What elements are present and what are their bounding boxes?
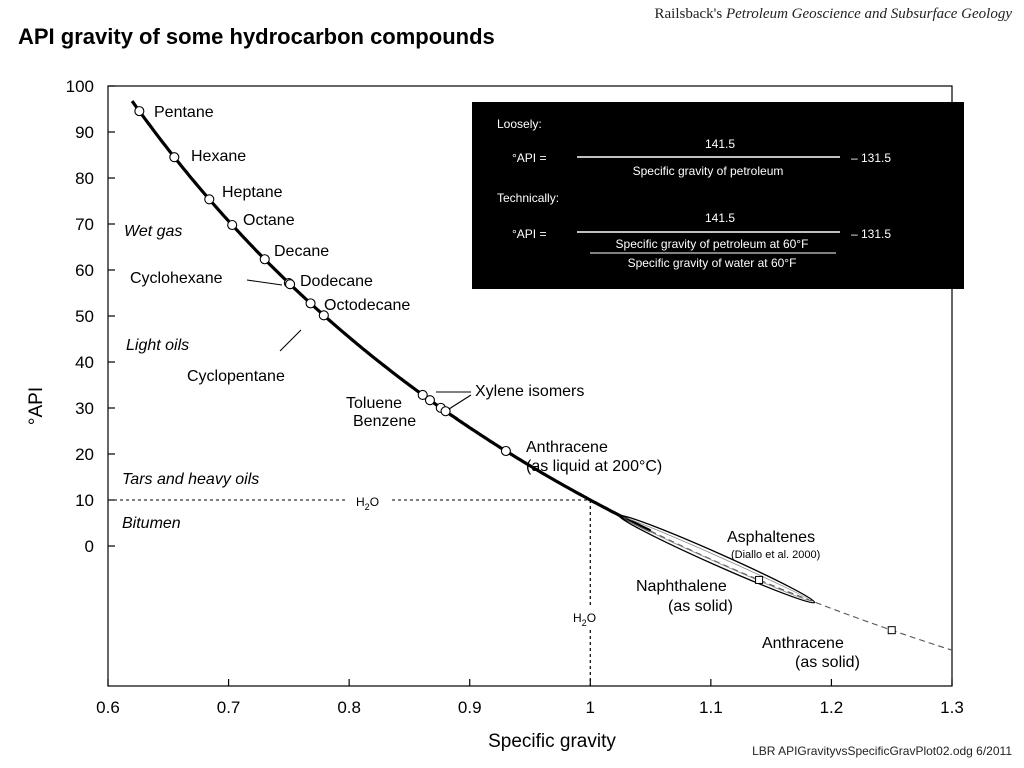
x-tick-label: 1.3 [940, 698, 964, 717]
h2o-vertical-label: H2O [573, 611, 596, 628]
label-octodecane: Octodecane [324, 297, 410, 314]
x-tick-label: 0.9 [458, 698, 482, 717]
label-benzene: Benzene [353, 413, 416, 430]
region-wet-gas: Wet gas [124, 223, 182, 240]
formula-box-bg [472, 102, 964, 289]
compound-marker [169, 152, 180, 163]
compound-labels [134, 106, 896, 635]
x-tick-label: 0.7 [217, 698, 241, 717]
y-tick-label: 30 [75, 399, 94, 418]
label-octane: Octane [243, 212, 295, 229]
asphaltenes-envelope [618, 514, 816, 604]
leader-lines [246, 279, 472, 410]
plot-frame [107, 85, 953, 687]
compound-marker [227, 219, 238, 231]
x-tick-label: 1 [586, 698, 595, 717]
label-pentane: Pentane [154, 104, 214, 121]
formula-box: Loosely: 141.5 °API = Specific gravity o… [472, 102, 964, 289]
loosely-lhs: °API = [512, 151, 546, 165]
compound-marker [305, 298, 316, 309]
book-credit: Railsback's Petroleum Geoscience and Sub… [655, 6, 1012, 23]
h2o-horizontal-label: H2O [356, 495, 379, 512]
label-naphthalene-note: (as solid) [668, 598, 733, 615]
technically-denominator-top: Specific gravity of petroleum at 60°F [616, 237, 809, 251]
leader-xylene-2 [448, 394, 472, 410]
loosely-rhs: – 131.5 [851, 151, 891, 165]
compound-marker [440, 406, 451, 417]
compound-marker [417, 389, 428, 400]
compound-marker [134, 106, 145, 117]
compound-marker [204, 194, 215, 205]
y-tick-label: 50 [75, 307, 94, 326]
api-curve-solid [130, 100, 652, 533]
y-tick-label: 80 [75, 169, 94, 188]
label-decane: Decane [274, 243, 329, 260]
loosely-numerator: 141.5 [705, 137, 735, 151]
region-tars: Tars and heavy oils [122, 471, 259, 488]
leader-cyclopentane [279, 329, 302, 352]
technically-lhs: °API = [512, 227, 546, 241]
axes: 0 10 20 30 40 50 60 70 80 90 100 0.6 0.7 0.8 0.9 1 1.1 1.… [26, 77, 964, 752]
label-toluene: Toluene [346, 395, 402, 412]
x-tick-label: 1.2 [820, 698, 844, 717]
x-tick-label: 0.6 [96, 698, 120, 717]
x-axis-title: Specific gravity [488, 731, 616, 752]
asphaltenes-inner [623, 517, 811, 601]
label-xylene: Xylene isomers [475, 383, 584, 400]
file-note: LBR APIGravityvsSpecificGravPlot02.odg 6… [752, 744, 1012, 758]
leader-cyclohexane [246, 279, 283, 286]
y-tick-label: 20 [75, 445, 94, 464]
compound-marker [285, 279, 296, 290]
y-tick-label: 0 [85, 537, 94, 556]
api-curve-dashed [650, 530, 953, 651]
technically-numerator: 141.5 [705, 211, 735, 225]
region-bitumen: Bitumen [122, 515, 181, 532]
y-tick-label: 90 [75, 123, 94, 142]
label-asphaltenes: Asphaltenes [727, 529, 815, 546]
page-title: API gravity of some hydrocarbon compound… [18, 24, 495, 49]
reference-lines [108, 499, 591, 686]
compound-marker [424, 395, 435, 406]
label-naphthalene: Naphthalene [636, 578, 727, 595]
loosely-heading: Loosely: [497, 117, 542, 131]
label-dodecane: Dodecane [300, 273, 373, 290]
x-tick-label: 1.1 [699, 698, 723, 717]
curve [130, 100, 953, 651]
x-tick-label: 0.8 [337, 698, 361, 717]
label-cyclohexane: Cyclohexane [130, 270, 223, 287]
technically-rhs: – 131.5 [851, 227, 891, 241]
compound-marker-square [887, 626, 896, 635]
y-tick-label: 100 [66, 77, 94, 96]
label-cyclopentane: Cyclopentane [187, 368, 285, 385]
compound-marker [318, 310, 329, 321]
credit-book-title: Petroleum Geoscience and Subsurface Geol… [725, 6, 1012, 22]
credit-prefix: Railsback's [654, 6, 726, 22]
y-tick-label: 60 [75, 261, 94, 280]
region-light-oils: Light oils [126, 337, 189, 354]
technically-denominator-bottom: Specific gravity of water at 60°F [628, 256, 797, 270]
compound-marker [259, 254, 270, 265]
compound-marker [500, 445, 511, 457]
label-anthracene-liquid: Anthracene [526, 439, 608, 456]
technically-heading: Technically: [497, 191, 559, 205]
label-anthracene-liquid-note: (as liquid at 200°C) [526, 458, 662, 475]
y-tick-label: 40 [75, 353, 94, 372]
compound-marker-square [755, 575, 764, 584]
y-tick-label: 10 [75, 491, 94, 510]
y-axis-title: °API [26, 387, 47, 425]
label-anthracene-solid: Anthracene [762, 635, 844, 652]
y-tick-label: 70 [75, 215, 94, 234]
label-hexane: Hexane [191, 148, 246, 165]
label-asphaltenes-source: (Diallo et al. 2000) [731, 549, 820, 561]
label-heptane: Heptane [222, 184, 283, 201]
loosely-denominator: Specific gravity of petroleum [633, 164, 784, 178]
label-anthracene-solid-note: (as solid) [795, 654, 860, 671]
